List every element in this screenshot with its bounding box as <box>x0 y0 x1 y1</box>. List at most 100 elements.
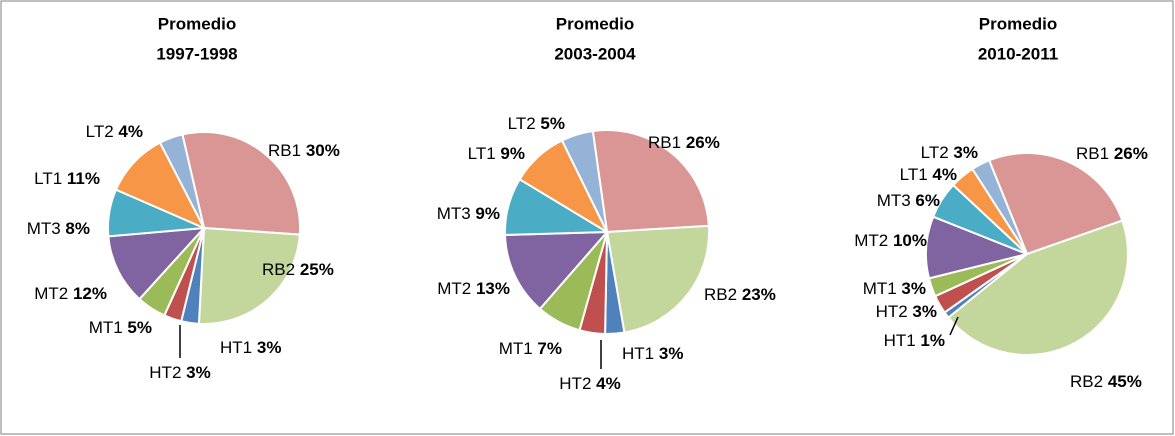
pie-slice <box>107 226 207 301</box>
slice-category: HT2 <box>559 374 591 393</box>
slice-label: MT2 12% <box>34 284 107 303</box>
slice-label: LT2 3% <box>921 143 978 162</box>
slice-value: 13% <box>476 279 510 298</box>
slice-label: HT1 1% <box>884 331 945 350</box>
slice-value: 3% <box>257 338 282 357</box>
slice-value: 23% <box>742 285 776 304</box>
slice-value: 6% <box>915 191 940 210</box>
chart-title: Promedio <box>158 14 236 33</box>
slice-value: 3% <box>912 302 937 321</box>
slice-value: 25% <box>300 260 334 279</box>
slice-value: 45% <box>1108 372 1142 391</box>
chart-subtitle: 1997-1998 <box>156 44 237 63</box>
pie-slice <box>605 224 710 334</box>
slice-category: RB1 <box>268 141 301 160</box>
slice-category: MT3 <box>437 204 471 223</box>
slice-label: LT1 11% <box>34 169 100 188</box>
slice-category: LT1 <box>900 165 928 184</box>
leader-line <box>949 316 959 336</box>
slice-value: 4% <box>118 122 143 141</box>
slice-category: RB1 <box>648 133 681 152</box>
slice-category: HT1 <box>220 338 252 357</box>
slice-label: MT2 13% <box>437 279 510 298</box>
slice-label: MT2 10% <box>854 231 927 250</box>
pie-slice <box>504 230 610 311</box>
slice-value: 8% <box>65 219 90 238</box>
slice-label: LT2 5% <box>508 114 565 133</box>
pie-slice <box>947 219 1129 356</box>
slice-category: MT2 <box>34 284 68 303</box>
slice-value: 4% <box>596 374 621 393</box>
slice-category: HT1 <box>884 331 916 350</box>
slice-label: LT1 4% <box>900 165 957 184</box>
slice-value: 4% <box>932 165 957 184</box>
chart-title: Promedio <box>556 14 634 33</box>
slice-category: MT3 <box>27 219 61 238</box>
slice-label: MT1 7% <box>499 339 562 358</box>
slice-label: RB2 45% <box>1070 372 1142 391</box>
slice-label: MT1 5% <box>89 318 152 337</box>
slice-value: 26% <box>686 133 720 152</box>
slice-label: RB1 26% <box>648 133 720 152</box>
slice-category: MT2 <box>854 231 888 250</box>
slice-category: RB1 <box>1076 144 1109 163</box>
slice-label: MT3 6% <box>877 191 940 210</box>
slice-value: 7% <box>537 339 562 358</box>
slice-category: LT1 <box>34 169 62 188</box>
slice-value: 3% <box>659 344 684 363</box>
slice-category: MT3 <box>877 191 911 210</box>
slice-category: LT2 <box>508 114 536 133</box>
slice-category: RB2 <box>262 260 295 279</box>
slice-category: HT1 <box>622 344 654 363</box>
slice-category: RB2 <box>1070 372 1103 391</box>
slice-category: MT1 <box>863 279 897 298</box>
slice-label: RB1 30% <box>268 141 340 160</box>
chart-title: Promedio <box>979 14 1057 33</box>
slice-label: HT2 3% <box>149 363 210 382</box>
slice-category: LT1 <box>468 144 496 163</box>
slice-label: MT1 3% <box>863 279 926 298</box>
slice-category: LT2 <box>86 122 114 141</box>
slice-label: MT3 8% <box>27 219 90 238</box>
pie-slice <box>181 131 301 236</box>
pie-slice <box>158 133 205 229</box>
slice-value: 9% <box>475 204 500 223</box>
pie-slice <box>987 152 1124 256</box>
slice-value: 1% <box>920 331 945 350</box>
slice-value: 9% <box>500 144 525 163</box>
slice-value: 10% <box>893 231 927 250</box>
slice-value: 3% <box>953 143 978 162</box>
slice-value: 3% <box>186 363 211 382</box>
slice-label: HT1 3% <box>220 338 281 357</box>
slice-value: 3% <box>901 279 926 298</box>
slice-category: MT2 <box>437 279 471 298</box>
slice-category: LT2 <box>921 143 949 162</box>
pie-slice <box>591 129 710 234</box>
slice-category: HT2 <box>876 302 908 321</box>
slice-category: MT1 <box>89 318 123 337</box>
slice-label: HT2 3% <box>876 302 937 321</box>
slice-value: 5% <box>127 318 152 337</box>
slice-label: RB1 26% <box>1076 144 1148 163</box>
slice-label: LT1 9% <box>468 144 525 163</box>
slice-value: 12% <box>73 284 107 303</box>
slice-label: LT2 4% <box>86 122 143 141</box>
pie-slice <box>971 159 1028 255</box>
slice-label: HT2 4% <box>559 374 620 393</box>
slice-value: 30% <box>306 141 340 160</box>
slice-label: MT3 9% <box>437 204 500 223</box>
slice-category: RB2 <box>704 285 737 304</box>
slice-value: 11% <box>67 169 100 188</box>
slice-label: RB2 23% <box>704 285 776 304</box>
slice-label: HT1 3% <box>622 344 683 363</box>
slice-label: RB2 25% <box>262 260 334 279</box>
pie-slice <box>560 129 608 233</box>
chart-subtitle: 2003-2004 <box>554 44 636 63</box>
pie-slice <box>197 226 301 325</box>
slice-category: MT1 <box>499 339 533 358</box>
pie-slice <box>114 141 207 231</box>
slice-value: 5% <box>540 114 565 133</box>
chart-subtitle: 2010-2011 <box>978 44 1058 63</box>
slice-value: 26% <box>1114 144 1148 163</box>
